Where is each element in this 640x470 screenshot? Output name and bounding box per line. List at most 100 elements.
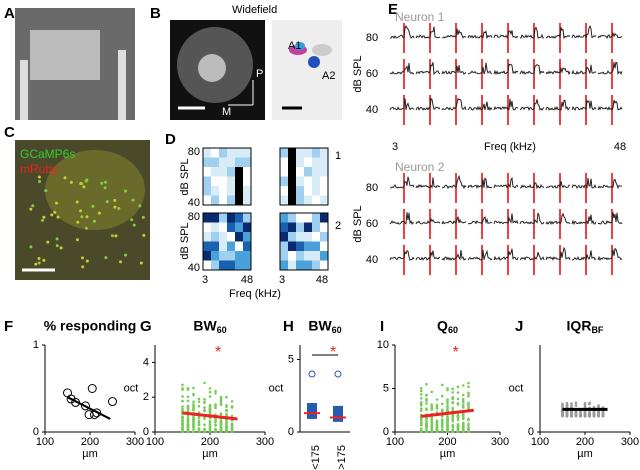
heatmap-cell — [235, 176, 243, 186]
cell — [110, 234, 114, 238]
cell — [37, 261, 41, 265]
dot — [214, 404, 217, 408]
heatmap-cell — [219, 232, 227, 242]
heatmap-cell — [304, 213, 312, 223]
trace — [415, 177, 441, 189]
dot — [203, 423, 206, 427]
heatmap-cell — [211, 260, 219, 270]
cell — [29, 245, 33, 249]
heatmap-cell — [211, 232, 219, 242]
dot — [435, 426, 439, 429]
trace — [493, 98, 519, 111]
dot — [435, 424, 439, 427]
trace — [545, 27, 571, 40]
heatmap-cell — [211, 222, 219, 232]
y-tick-label: 0 — [143, 426, 149, 438]
dot — [461, 412, 465, 416]
x-tick-label: 100 — [531, 436, 549, 448]
trace — [571, 99, 597, 111]
panel-label: H — [283, 318, 294, 335]
dot — [561, 412, 564, 415]
dot — [456, 402, 460, 405]
trace — [571, 214, 597, 226]
trace — [519, 252, 545, 261]
heatmap-cell — [243, 251, 251, 261]
axis — [539, 345, 630, 433]
trace — [441, 65, 467, 75]
heatmap-cell — [304, 167, 312, 177]
heatmap-cell — [211, 186, 219, 196]
heatmap-cell — [296, 186, 304, 196]
dot — [461, 403, 465, 407]
dot — [561, 414, 564, 417]
dot — [430, 416, 434, 420]
heatmap-cell — [280, 176, 288, 186]
trace — [519, 212, 545, 225]
dot — [451, 425, 455, 429]
heatmap-cell — [320, 222, 328, 232]
dot — [570, 413, 573, 417]
heatmap-cell — [203, 251, 211, 261]
cell — [124, 253, 128, 257]
trace — [545, 66, 571, 76]
trace — [467, 101, 493, 112]
dot — [181, 429, 184, 433]
dot — [601, 413, 605, 416]
heatmap-cell — [219, 213, 227, 223]
cell — [55, 244, 59, 248]
y-tick-label: 10 — [377, 339, 389, 351]
dot — [230, 405, 234, 408]
heatmap-cell — [243, 186, 251, 196]
heatmap-cell — [320, 232, 328, 242]
significance-star: * — [215, 344, 221, 361]
y-axis-label: dB SPL — [179, 158, 191, 195]
cell — [103, 186, 107, 190]
heatmap-cell — [296, 148, 304, 158]
dot — [219, 401, 223, 405]
heatmap-cell — [312, 148, 320, 158]
cell — [138, 204, 142, 208]
dot — [425, 402, 428, 405]
dot — [461, 393, 465, 397]
dot — [186, 406, 190, 410]
trace — [467, 177, 493, 190]
dot — [219, 413, 223, 416]
heatmap-frame — [279, 147, 329, 206]
legend-entry: mRuby — [20, 162, 58, 176]
dot — [583, 404, 587, 407]
dot — [592, 413, 596, 416]
dot — [186, 427, 190, 431]
dot — [181, 383, 184, 387]
dot — [456, 415, 460, 419]
x-tick-label: 3 — [279, 274, 285, 286]
heatmap-cell — [288, 232, 296, 242]
heatmap-cell — [235, 186, 243, 196]
dot — [197, 404, 201, 408]
heatmap-cell — [219, 260, 227, 270]
heatmap-cell — [280, 148, 288, 158]
panel-label: I — [380, 318, 384, 335]
dot — [451, 406, 455, 410]
dot — [186, 417, 190, 420]
heatmap-cell — [296, 232, 304, 242]
fit-line — [67, 396, 111, 420]
photo-detail — [20, 60, 28, 120]
dot — [435, 403, 439, 407]
dot — [461, 415, 465, 419]
dot — [181, 399, 184, 403]
cell — [79, 209, 83, 213]
trace — [597, 61, 623, 76]
area-label: A2 — [322, 70, 335, 82]
y-axis-label: oct — [124, 382, 139, 394]
x-tick-label: 100 — [36, 436, 54, 448]
heatmap-cell — [211, 195, 219, 205]
heatmap-cell — [235, 241, 243, 251]
cell — [55, 237, 59, 241]
panel-label: D — [165, 131, 176, 148]
trace — [545, 99, 571, 111]
heatmap-cell — [235, 213, 243, 223]
dot — [225, 405, 228, 409]
trace — [571, 250, 597, 262]
dot — [181, 419, 184, 423]
dot — [203, 400, 206, 404]
